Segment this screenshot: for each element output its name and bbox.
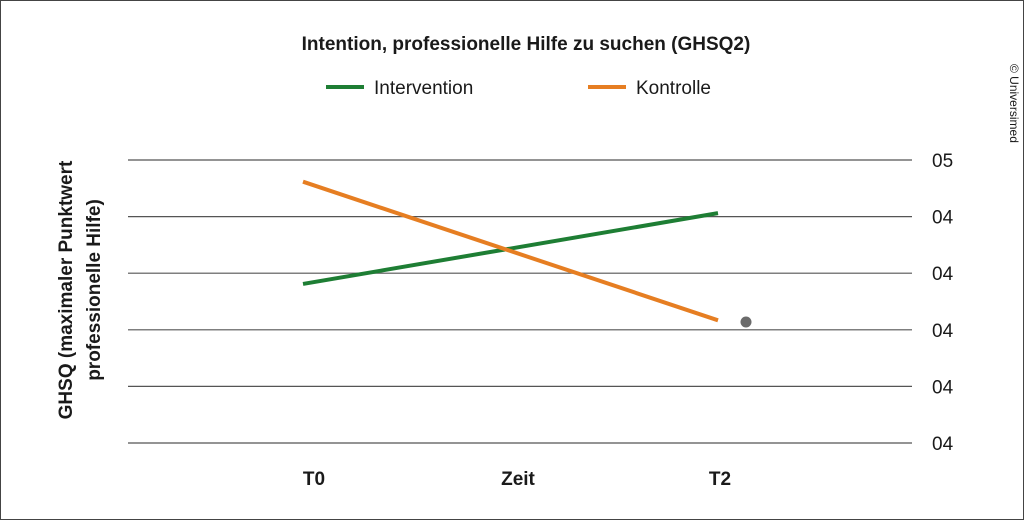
y-axis-label-line-2: professionelle Hilfe)	[84, 199, 105, 381]
legend: Intervention Kontrolle	[326, 78, 711, 99]
y-axis-label: GHSQ (maximaler Punktwert professionelle…	[56, 160, 105, 419]
chart-title: Intention, professionelle Hilfe zu suche…	[302, 34, 751, 55]
y-tick-labels: 05 04 04 04 04 04	[932, 151, 954, 455]
y-axis-label-line-1: GHSQ (maximaler Punktwert	[56, 160, 77, 419]
x-tick-t0: T0	[303, 469, 325, 490]
series-lines	[302, 179, 752, 328]
y-tick-label: 04	[932, 434, 954, 455]
x-tick-t2: T2	[709, 469, 731, 490]
legend-label-kontrolle: Kontrolle	[636, 78, 711, 99]
y-tick-label: 05	[932, 151, 953, 172]
y-tick-label: 04	[932, 321, 954, 342]
extra-marker-dot	[740, 316, 752, 328]
legend-label-intervention: Intervention	[374, 78, 473, 99]
copyright-credit: © Universimed	[1007, 64, 1021, 143]
y-tick-label: 04	[932, 377, 954, 398]
x-axis-label: Zeit	[501, 469, 535, 490]
y-tick-label: 04	[932, 208, 954, 229]
y-tick-label: 04	[932, 264, 954, 285]
series-line-intervention	[302, 211, 719, 286]
series-line-kontrolle	[302, 179, 719, 323]
gridlines	[128, 159, 912, 444]
